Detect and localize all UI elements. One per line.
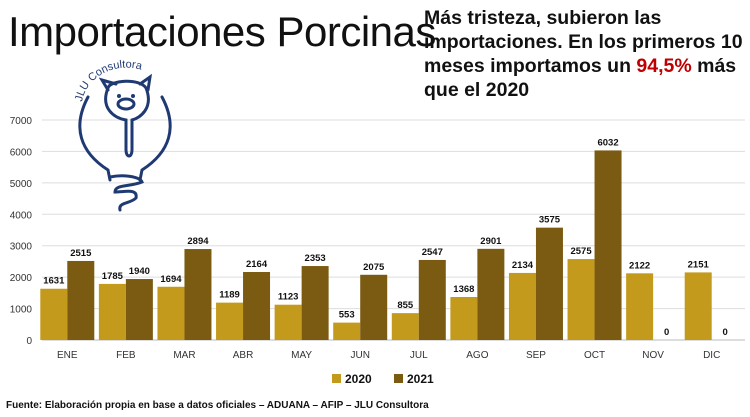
bar-2020 xyxy=(450,297,478,340)
bar-2020 xyxy=(391,313,419,340)
bar-2020 xyxy=(567,259,595,340)
bar-2020 xyxy=(508,272,536,340)
y-tick-label: 2000 xyxy=(10,273,33,284)
bar-2021 xyxy=(67,260,95,340)
data-label: 2901 xyxy=(480,236,502,247)
data-label: 0 xyxy=(664,327,669,338)
data-label: 2547 xyxy=(422,247,443,258)
data-label: 2164 xyxy=(246,259,268,270)
legend-swatch-2021 xyxy=(394,374,403,383)
bar-2020 xyxy=(98,283,126,340)
x-tick-label: DIC xyxy=(703,350,720,361)
data-label: 1785 xyxy=(102,271,124,282)
data-label: 2151 xyxy=(688,259,710,270)
subtitle-highlight: 94,5% xyxy=(636,55,692,77)
data-label: 2894 xyxy=(187,236,209,247)
data-label: 2353 xyxy=(305,253,326,264)
jlu-logo-icon: JLU Consultora xyxy=(73,59,172,212)
bar-2021 xyxy=(125,279,153,340)
data-label: 855 xyxy=(397,300,414,311)
x-tick-label: ENE xyxy=(57,350,78,361)
x-tick-label: MAY xyxy=(291,350,312,361)
chart-subtitle: Más tristeza, subieron las importaciones… xyxy=(424,6,750,102)
bar-2020 xyxy=(684,272,712,340)
bar-2020 xyxy=(626,273,654,340)
data-label: 1694 xyxy=(160,274,182,285)
y-tick-label: 4000 xyxy=(10,210,33,221)
data-label: 2575 xyxy=(570,246,592,257)
legend-label: 2021 xyxy=(407,372,434,386)
data-label: 1940 xyxy=(129,266,150,277)
y-tick-label: 0 xyxy=(26,336,32,347)
legend-swatch-2020 xyxy=(332,374,341,383)
data-label: 6032 xyxy=(597,137,618,148)
data-label: 0 xyxy=(723,327,728,338)
bar-2021 xyxy=(594,150,622,340)
x-tick-label: ABR xyxy=(233,350,254,361)
y-tick-label: 5000 xyxy=(10,179,33,190)
x-tick-label: FEB xyxy=(116,350,136,361)
bar-2021 xyxy=(418,259,446,340)
source-note: Fuente: Elaboración propia en base a dat… xyxy=(6,400,429,411)
bar-2020 xyxy=(157,286,185,340)
y-tick-label: 1000 xyxy=(10,305,33,316)
data-label: 3575 xyxy=(539,215,561,226)
subtitle-text: Más tristeza, subieron las importaciones… xyxy=(424,7,743,77)
x-tick-label: SEP xyxy=(526,350,546,361)
x-tick-label: NOV xyxy=(642,350,664,361)
subtitle-text-end: más que el 2020 xyxy=(424,55,737,101)
x-tick-label: AGO xyxy=(466,350,488,361)
bar-2020 xyxy=(274,304,302,340)
bar-2021 xyxy=(360,274,388,340)
x-tick-label: MAR xyxy=(173,350,195,361)
x-tick-label: JUN xyxy=(350,350,369,361)
data-label: 1368 xyxy=(453,284,474,295)
data-label: 553 xyxy=(339,310,355,321)
bar-2021 xyxy=(535,227,563,340)
data-label: 2122 xyxy=(629,260,650,271)
y-tick-label: 3000 xyxy=(10,242,33,253)
data-label: 1123 xyxy=(278,292,299,303)
y-tick-label: 7000 xyxy=(10,116,33,127)
x-tick-label: JUL xyxy=(410,350,428,361)
data-label: 1189 xyxy=(219,290,240,301)
bar-2021 xyxy=(301,266,329,340)
y-tick-label: 6000 xyxy=(10,147,33,158)
bar-2020 xyxy=(216,302,244,340)
bar-2020 xyxy=(40,288,68,340)
data-label: 2075 xyxy=(363,262,385,273)
bar-2021 xyxy=(243,271,271,340)
data-label: 1631 xyxy=(43,276,65,287)
data-label: 2134 xyxy=(512,260,534,271)
legend-label: 2020 xyxy=(345,372,372,386)
bar-2021 xyxy=(477,248,505,340)
bar-2021 xyxy=(184,249,212,340)
bar-2020 xyxy=(333,322,361,340)
x-tick-label: OCT xyxy=(584,350,605,361)
chart-title: Importaciones Porcinas xyxy=(8,8,436,55)
data-label: 2515 xyxy=(70,248,92,259)
